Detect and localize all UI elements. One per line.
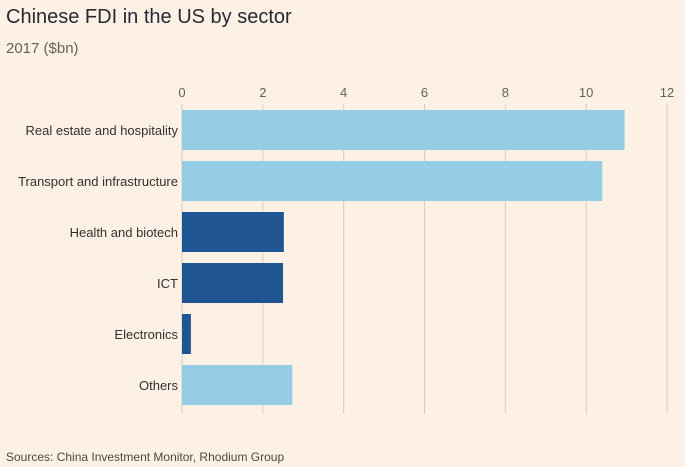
bar <box>182 365 293 405</box>
x-tick-labels: 0 2 4 6 8 10 12 <box>178 85 674 100</box>
gridlines <box>181 104 668 414</box>
bars <box>182 110 625 405</box>
bar <box>182 161 603 201</box>
category-labels: Real estate and hospitality Transport and… <box>18 123 178 393</box>
x-tick-label: 6 <box>421 85 428 100</box>
x-tick-label: 8 <box>502 85 509 100</box>
x-tick-label: 12 <box>660 85 674 100</box>
source-note: Sources: China Investment Monitor, Rhodi… <box>6 450 285 464</box>
bar <box>182 314 191 354</box>
x-tick-label: 0 <box>178 85 185 100</box>
category-label: Electronics <box>114 327 178 342</box>
x-tick-label: 4 <box>340 85 347 100</box>
category-label: Transport and infrastructure <box>18 174 178 189</box>
chart-subtitle: 2017 ($bn) <box>6 40 79 57</box>
category-label: ICT <box>157 276 178 291</box>
x-tick-label: 2 <box>259 85 266 100</box>
x-tick-label: 10 <box>579 85 593 100</box>
bar <box>182 263 284 303</box>
chart-title: Chinese FDI in the US by sector <box>6 6 292 28</box>
bar <box>182 212 284 252</box>
category-label: Health and biotech <box>70 225 178 240</box>
category-label: Real estate and hospitality <box>26 123 179 138</box>
category-label: Others <box>139 378 179 393</box>
bar <box>182 110 625 150</box>
